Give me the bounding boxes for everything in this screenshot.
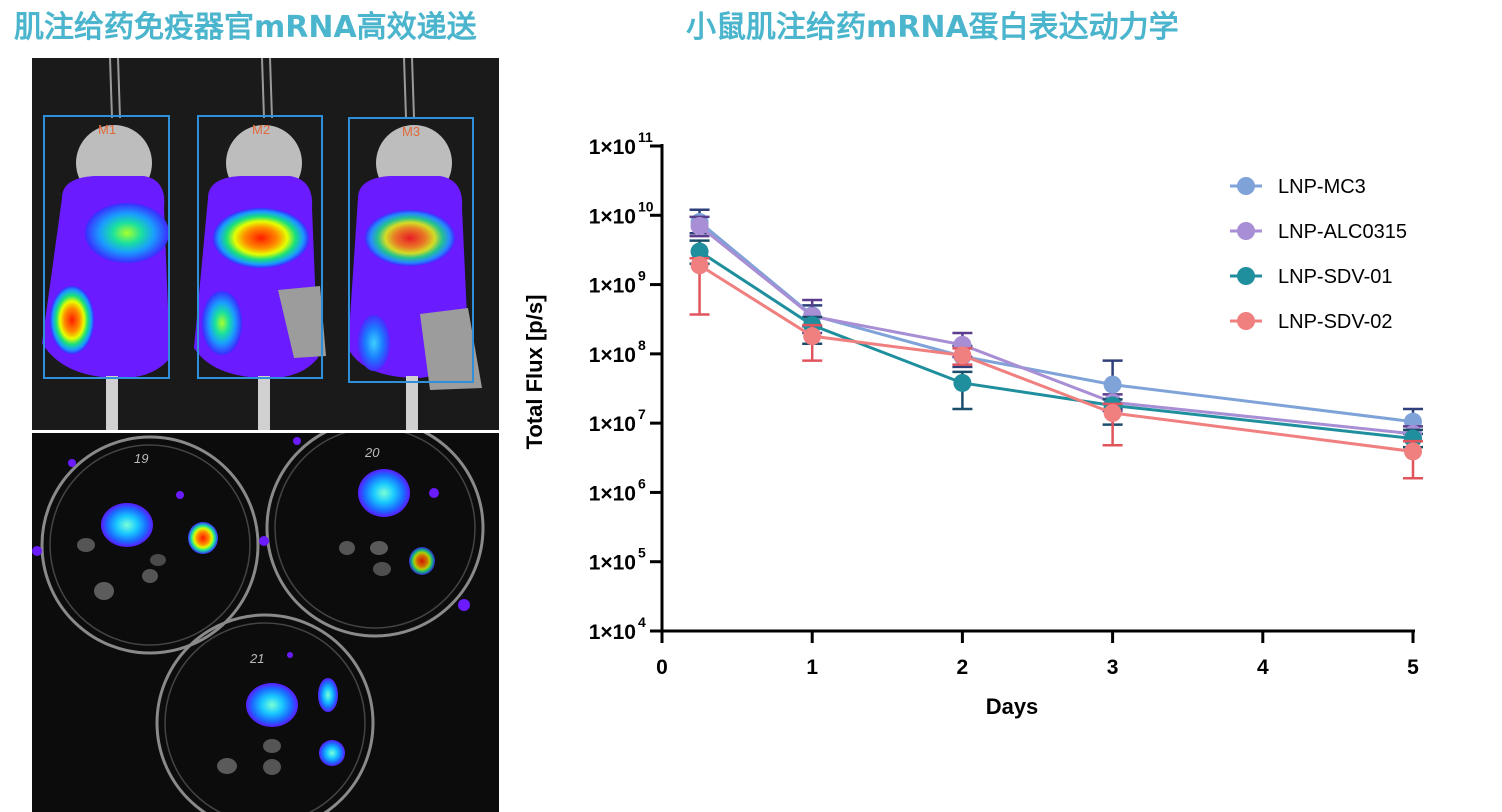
y-tick-exponent: 5 — [638, 545, 646, 561]
series-LNP-SDV-02 — [689, 256, 1423, 480]
data-point — [1404, 442, 1422, 461]
chart-axes — [660, 144, 1415, 633]
data-point — [803, 327, 822, 346]
y-tick-exponent: 10 — [638, 198, 654, 214]
y-tick-label: 1×10 — [589, 136, 636, 159]
left-panel-title: 肌注给药免疫器官mRNA高效递送 — [14, 10, 477, 45]
data-point — [690, 256, 709, 275]
organ-dish-image: 19 20 21 — [32, 433, 499, 812]
legend-label: LNP-SDV-02 — [1278, 311, 1393, 333]
y-tick-label: 1×10 — [589, 205, 636, 228]
x-tick-label: 1 — [806, 656, 818, 679]
x-tick-label: 0 — [656, 656, 668, 679]
legend-marker — [1237, 222, 1255, 240]
data-point — [1404, 429, 1422, 448]
dish-label-1: 19 — [134, 451, 148, 466]
chart-legend: LNP-MC3 LNP-ALC0315 LNP-SDV-01 LNP-SDV-02 — [1230, 176, 1407, 333]
roi-label-m1: M1 — [98, 122, 116, 137]
y-tick-label: 1×10 — [589, 275, 636, 298]
legend-item: LNP-SDV-02 — [1230, 311, 1393, 333]
legend-item: LNP-MC3 — [1230, 176, 1366, 198]
dish-2 — [265, 433, 485, 638]
right-panel-title: 小鼠肌注给药mRNA蛋白表达动力学 — [686, 10, 1179, 45]
legend-label: LNP-MC3 — [1278, 176, 1366, 198]
data-point — [690, 217, 709, 236]
x-tick-label: 4 — [1257, 656, 1269, 679]
y-axis-ticks: 1×10 41×10 51×10 61×10 71×10 81×10 91×10 101×10… — [589, 129, 662, 644]
y-tick-label: 1×10 — [589, 552, 636, 575]
legend-marker — [1237, 267, 1255, 285]
legend-item: LNP-ALC0315 — [1230, 221, 1407, 243]
y-tick-exponent: 7 — [638, 406, 646, 422]
mouse-1 — [42, 115, 170, 430]
mouse-3 — [348, 117, 482, 430]
y-tick-exponent: 9 — [638, 268, 646, 284]
data-point — [690, 242, 709, 261]
dish-label-2: 20 — [364, 445, 380, 460]
expression-kinetics-chart: 1×10 41×10 51×10 61×10 71×10 81×10 91×10 101×10… — [522, 129, 1423, 719]
y-tick-exponent: 6 — [638, 475, 646, 491]
legend-marker — [1237, 312, 1255, 330]
chart-series — [689, 208, 1423, 480]
y-tick-exponent: 8 — [638, 337, 646, 353]
y-tick-exponent: 11 — [638, 129, 653, 145]
legend-label: LNP-ALC0315 — [1278, 221, 1407, 243]
x-axis-ticks: 0 1 2 3 4 5 — [656, 631, 1419, 679]
mice-bioluminescence-image: M1 M2 M3 — [32, 58, 499, 430]
data-point — [1103, 375, 1122, 394]
legend-label: LNP-SDV-01 — [1278, 266, 1393, 288]
dish-3 — [155, 613, 375, 812]
data-point — [953, 373, 972, 392]
y-tick-label: 1×10 — [589, 482, 636, 505]
x-tick-label: 5 — [1407, 656, 1419, 679]
mouse-2 — [194, 115, 326, 430]
y-tick-label: 1×10 — [589, 344, 636, 367]
x-tick-label: 2 — [957, 656, 969, 679]
y-axis-label: Total Flux [p/s] — [522, 295, 547, 450]
data-point — [1103, 404, 1122, 423]
x-tick-label: 3 — [1107, 656, 1119, 679]
legend-marker — [1237, 177, 1255, 195]
x-axis-label: Days — [986, 694, 1039, 719]
roi-label-m2: M2 — [252, 122, 270, 137]
y-tick-exponent: 4 — [638, 614, 646, 630]
legend-item: LNP-SDV-01 — [1230, 266, 1393, 288]
dish-1 — [40, 435, 260, 655]
data-point — [953, 346, 972, 365]
y-tick-label: 1×10 — [589, 621, 636, 644]
dish-label-3: 21 — [249, 651, 264, 666]
y-tick-label: 1×10 — [589, 413, 636, 436]
roi-label-m3: M3 — [402, 124, 420, 139]
